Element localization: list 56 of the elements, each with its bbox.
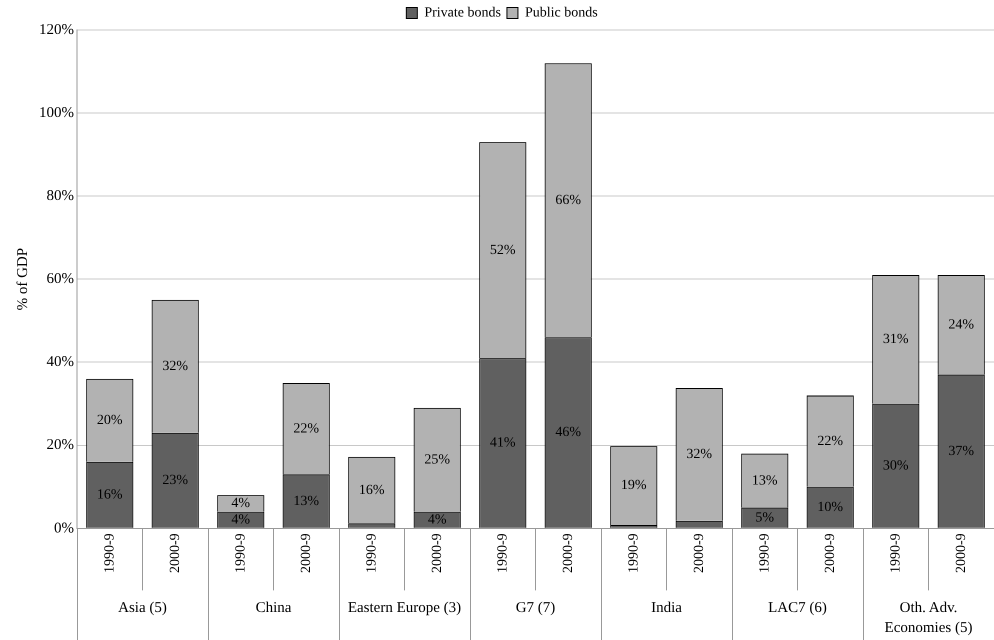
data-label: 4% xyxy=(428,512,447,528)
data-label: 25% xyxy=(424,452,450,468)
x-tick-label: 1990-9 xyxy=(364,533,380,574)
text: China xyxy=(256,600,292,616)
y-axis-title: % of GDP xyxy=(14,248,31,310)
data-label: 22% xyxy=(817,434,844,449)
legend-label: Public bonds xyxy=(524,6,598,21)
text: Eastern Europe (3) xyxy=(348,600,462,616)
text: G7 (7) xyxy=(516,600,556,616)
data-label: 23% xyxy=(162,473,188,488)
data-label: 32% xyxy=(162,359,188,374)
data-label: 4% xyxy=(231,496,250,512)
data-label: 66% xyxy=(555,192,582,208)
data-label: 19% xyxy=(620,478,647,494)
x-tick-label: 2000-9 xyxy=(430,533,445,574)
y-tick-label: 20% xyxy=(46,437,74,454)
x-tick-label: 1990-9 xyxy=(495,533,510,574)
data-label: 22% xyxy=(293,421,320,436)
y-tick-label: 100% xyxy=(38,104,74,121)
data-label: 24% xyxy=(948,318,974,333)
data-label: 13% xyxy=(293,494,320,509)
data-label: 13% xyxy=(752,473,778,488)
x-tick-label: 1990-9 xyxy=(233,533,248,574)
x-tick-label: 1990-9 xyxy=(102,533,118,574)
y-tick-label: 120% xyxy=(38,22,74,38)
data-label: 16% xyxy=(96,488,123,503)
x-tick-label: 2000-9 xyxy=(954,533,969,574)
data-label: 52% xyxy=(490,242,516,258)
x-tick-label: 1990-9 xyxy=(888,533,904,574)
legend-label: Private bonds xyxy=(424,6,501,21)
x-tick-label: 1990-9 xyxy=(757,533,772,574)
data-label: 37% xyxy=(948,444,974,459)
data-label: 4% xyxy=(231,512,250,528)
x-tick-label: 2000-9 xyxy=(298,533,314,574)
y-tick-label: 60% xyxy=(46,271,74,288)
y-tick-label: 0% xyxy=(54,520,74,536)
x-tick-label: 2000-9 xyxy=(560,533,576,574)
data-label: 46% xyxy=(555,425,582,440)
x-tick-label: 2000-9 xyxy=(168,533,183,574)
data-label: 31% xyxy=(882,332,909,348)
data-label: 32% xyxy=(686,447,712,462)
text: India xyxy=(651,600,682,616)
x-tick-label: 2000-9 xyxy=(822,533,838,574)
data-label: 20% xyxy=(96,413,123,428)
x-tick-label: 1990-9 xyxy=(626,533,642,574)
data-label: 30% xyxy=(882,458,909,474)
y-tick-label: 80% xyxy=(46,188,74,204)
data-label: 5% xyxy=(755,510,774,526)
x-tick-label: 2000-9 xyxy=(692,533,707,574)
y-tick-label: 40% xyxy=(46,354,74,370)
text: Oth. Adv. Economies (5) xyxy=(884,600,972,636)
text: LAC7 (6) xyxy=(768,600,827,616)
data-label: 10% xyxy=(817,500,844,515)
text: Asia (5) xyxy=(118,600,167,616)
data-label: 16% xyxy=(358,482,385,498)
data-label: 41% xyxy=(490,436,516,451)
